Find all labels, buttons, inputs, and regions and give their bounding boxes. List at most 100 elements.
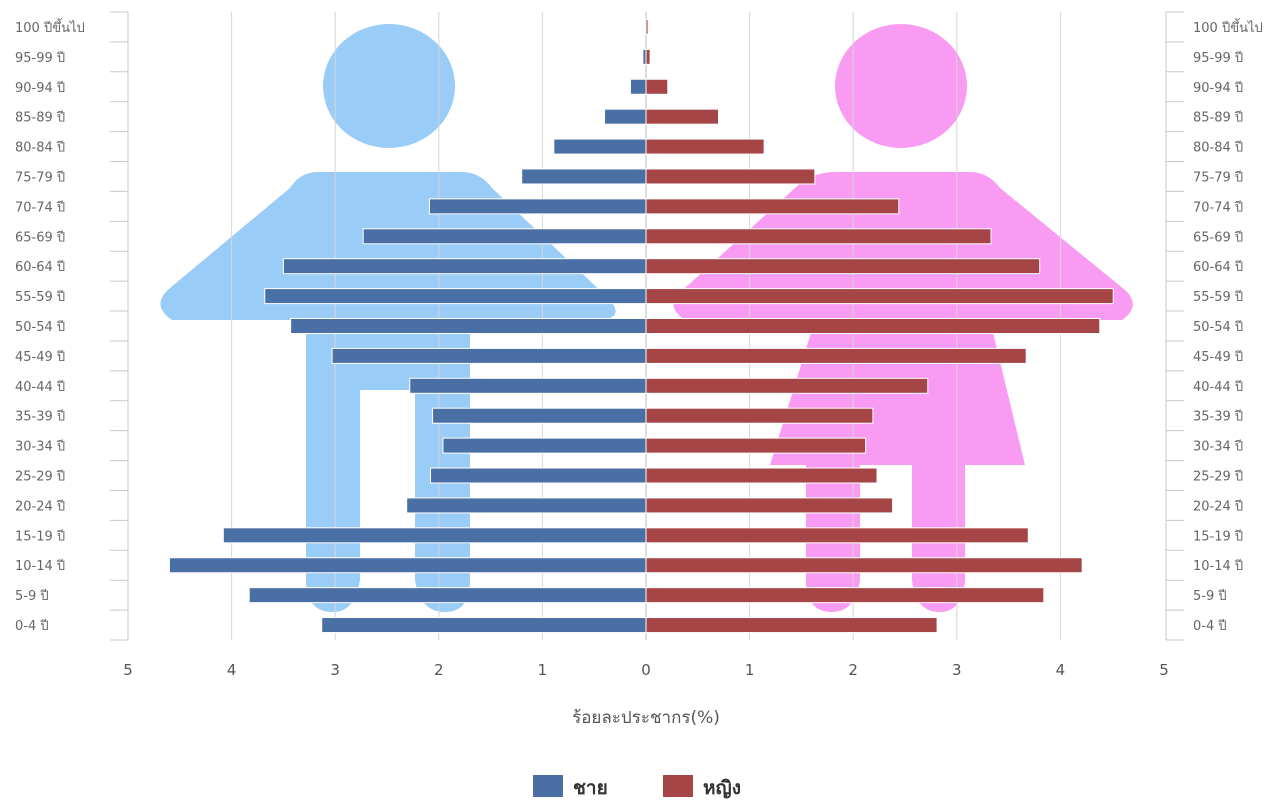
left-category-label: 45-49 ปี bbox=[15, 349, 65, 365]
left-category-label: 95-99 ปี bbox=[15, 50, 65, 66]
bar-left[interactable] bbox=[629, 78, 647, 95]
left-category-label: 10-14 ปี bbox=[15, 558, 65, 574]
right-category-label: 95-99 ปี bbox=[1193, 50, 1243, 66]
right-category-label: 40-44 ปี bbox=[1193, 379, 1243, 395]
left-category-label: 65-69 ปี bbox=[15, 229, 65, 245]
right-category-label: 55-59 ปี bbox=[1193, 289, 1243, 305]
bar-left[interactable] bbox=[604, 108, 647, 125]
bar-right[interactable] bbox=[645, 437, 867, 454]
left-category-label: 15-19 ปี bbox=[15, 528, 65, 544]
left-category-label: 90-94 ปี bbox=[15, 80, 65, 96]
left-category-label: 75-79 ปี bbox=[15, 169, 65, 185]
bar-left[interactable] bbox=[430, 467, 647, 484]
right-category-label: 50-54 ปี bbox=[1193, 319, 1243, 335]
x-tick-label: 4 bbox=[1056, 661, 1066, 679]
right-category-label: 45-49 ปี bbox=[1193, 349, 1243, 365]
bar-left[interactable] bbox=[521, 168, 647, 185]
bar-right[interactable] bbox=[645, 228, 992, 245]
left-category-label: 100 ปีขึ้นไป bbox=[15, 18, 85, 36]
left-category-label: 55-59 ปี bbox=[15, 289, 65, 305]
legend-swatch bbox=[533, 775, 563, 797]
x-tick-label: 2 bbox=[434, 661, 444, 679]
x-tick-label: 1 bbox=[745, 661, 755, 679]
bar-left[interactable] bbox=[362, 228, 647, 245]
x-axis-title: ร้อยละประชากร(%) bbox=[572, 708, 720, 728]
right-category-label: 5-9 ปี bbox=[1193, 588, 1227, 604]
left-category-label: 50-54 ปี bbox=[15, 319, 65, 335]
right-category-label: 10-14 ปี bbox=[1193, 558, 1243, 574]
x-tick-label: 0 bbox=[641, 661, 651, 679]
right-category-label: 80-84 ปี bbox=[1193, 140, 1243, 156]
male-figure-icon bbox=[160, 24, 616, 612]
x-tick-label: 2 bbox=[848, 661, 858, 679]
right-category-label: 85-89 ปี bbox=[1193, 110, 1243, 126]
left-category-label: 70-74 ปี bbox=[15, 199, 65, 215]
bar-left[interactable] bbox=[222, 527, 647, 544]
bar-right[interactable] bbox=[645, 347, 1027, 364]
bar-right[interactable] bbox=[645, 527, 1029, 544]
bar-left[interactable] bbox=[442, 437, 647, 454]
legend-label: ชาย bbox=[573, 777, 608, 799]
bar-right[interactable] bbox=[645, 587, 1045, 604]
bar-right[interactable] bbox=[645, 617, 938, 634]
legend-label: หญิง bbox=[703, 777, 741, 799]
bar-right[interactable] bbox=[645, 138, 765, 155]
bar-right[interactable] bbox=[645, 377, 929, 394]
right-category-label: 35-39 ปี bbox=[1193, 409, 1243, 425]
bar-right[interactable] bbox=[645, 18, 649, 35]
right-category-label: 15-19 ปี bbox=[1193, 528, 1243, 544]
left-category-axis: 0-4 ปี 5-9 ปี 10-14 ปี 15-19 ปี 20-24 ปี 25-2… bbox=[15, 11, 129, 641]
x-axis-ticks: 5 4 3 2 1 0 1 2 3 4 5 bbox=[123, 661, 1169, 679]
right-category-label: 0-4 ปี bbox=[1193, 618, 1227, 634]
left-category-label: 40-44 ปี bbox=[15, 379, 65, 395]
right-category-axis: 0-4 ปี 5-9 ปี 10-14 ปี 15-19 ปี 20-24 ปี 25-2… bbox=[1165, 11, 1263, 641]
left-category-label: 80-84 ปี bbox=[15, 140, 65, 156]
bar-right[interactable] bbox=[645, 48, 651, 65]
bar-right[interactable] bbox=[645, 407, 874, 424]
bar-right[interactable] bbox=[645, 318, 1101, 334]
x-tick-label: 3 bbox=[952, 661, 962, 679]
bar-right[interactable] bbox=[645, 467, 878, 484]
x-tick-label: 5 bbox=[1159, 661, 1169, 679]
legend[interactable]: ชาย หญิง bbox=[533, 775, 741, 799]
bar-left[interactable] bbox=[282, 258, 647, 275]
bar-right[interactable] bbox=[645, 258, 1041, 275]
bar-left[interactable] bbox=[553, 138, 647, 155]
bar-left[interactable] bbox=[321, 617, 647, 634]
bar-left[interactable] bbox=[428, 198, 647, 215]
bar-right[interactable] bbox=[645, 557, 1083, 574]
left-category-label: 25-29 ปี bbox=[15, 469, 65, 485]
left-category-label: 30-34 ปี bbox=[15, 439, 65, 455]
bar-right[interactable] bbox=[645, 168, 816, 185]
legend-item-right[interactable]: หญิง bbox=[663, 775, 741, 799]
legend-item-left[interactable]: ชาย bbox=[533, 775, 608, 799]
left-category-label: 20-24 ปี bbox=[15, 498, 65, 514]
bar-left[interactable] bbox=[248, 587, 647, 604]
bar-left[interactable] bbox=[264, 288, 647, 305]
left-category-label: 5-9 ปี bbox=[15, 588, 49, 604]
right-category-label: 65-69 ปี bbox=[1193, 229, 1243, 245]
bar-left[interactable] bbox=[409, 377, 647, 394]
right-category-label: 90-94 ปี bbox=[1193, 80, 1243, 96]
right-category-label: 25-29 ปี bbox=[1193, 469, 1243, 485]
x-tick-label: 5 bbox=[123, 661, 133, 679]
bar-left[interactable] bbox=[406, 497, 647, 514]
bar-right[interactable] bbox=[645, 497, 894, 514]
bar-left[interactable] bbox=[331, 347, 647, 364]
bar-right[interactable] bbox=[645, 108, 720, 125]
bar-series bbox=[168, 18, 1114, 634]
left-category-label: 60-64 ปี bbox=[15, 259, 65, 275]
x-tick-label: 4 bbox=[227, 661, 237, 679]
bar-right[interactable] bbox=[645, 198, 900, 215]
bar-left[interactable] bbox=[290, 318, 647, 334]
left-category-label: 35-39 ปี bbox=[15, 409, 65, 425]
bar-left[interactable] bbox=[168, 557, 647, 574]
bar-left[interactable] bbox=[432, 407, 647, 424]
right-category-label: 60-64 ปี bbox=[1193, 259, 1243, 275]
legend-swatch bbox=[663, 775, 693, 797]
bar-right[interactable] bbox=[645, 78, 669, 95]
bar-right[interactable] bbox=[645, 288, 1114, 305]
right-category-label: 20-24 ปี bbox=[1193, 498, 1243, 514]
series-right bbox=[645, 18, 1114, 634]
